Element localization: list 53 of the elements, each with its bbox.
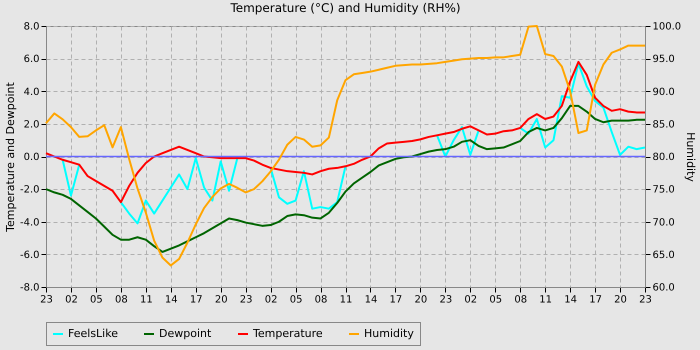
x-tick-label: 17 <box>190 294 203 306</box>
line-series <box>45 25 646 266</box>
x-tick-label: 20 <box>214 294 228 306</box>
x-tick-label: 08 <box>314 294 328 306</box>
x-tick-label: 20 <box>414 294 428 306</box>
line-series <box>45 60 646 204</box>
legend-label: FeelsLike <box>68 327 118 340</box>
y-tick-label: -4.0 <box>20 217 40 228</box>
x-tick-label: 08 <box>115 294 128 306</box>
y-tick-label: 8.0 <box>24 22 40 32</box>
y2-tick-label: 90.0 <box>652 86 675 98</box>
x-tick-label: 17 <box>589 294 602 306</box>
x-tick-label: 05 <box>290 294 302 306</box>
y2-tick-label: 70.0 <box>652 217 675 228</box>
x-tick-label: 08 <box>514 294 528 306</box>
legend-label: Humidity <box>364 327 414 340</box>
y2-tick-label: 65.0 <box>652 250 675 261</box>
x-tick-label: 23 <box>639 294 652 306</box>
x-tick-label: 11 <box>340 294 352 306</box>
y2-axis-title: Humidity <box>684 132 698 182</box>
x-tick-label: 23 <box>439 294 452 306</box>
legend-label: Dewpoint <box>159 327 212 340</box>
y-axis-title: Temperature and Dewpoint <box>4 81 17 233</box>
y2-tick-label: 75.0 <box>652 184 675 196</box>
x-tick-label: 11 <box>539 294 552 306</box>
x-tick-label: 05 <box>489 294 502 306</box>
y-tick-label: 0.0 <box>24 152 40 163</box>
y-tick-label: 2.0 <box>24 119 40 130</box>
x-tick-label: 02 <box>264 294 278 306</box>
y2-tick-label: 60.0 <box>652 282 675 294</box>
x-tick-label: 23 <box>40 294 53 306</box>
y-tick-label: -2.0 <box>20 184 40 196</box>
x-tick-label: 11 <box>140 294 153 306</box>
y2-tick-label: 95.0 <box>652 54 675 66</box>
y2-tick-label: 85.0 <box>652 119 675 130</box>
legend-label: Temperature <box>252 327 323 340</box>
chart-title: Temperature (°C) and Humidity (RH%) <box>229 1 461 15</box>
line-series <box>45 104 646 253</box>
x-tick-label: 14 <box>564 294 577 306</box>
x-tick-label: 20 <box>614 294 627 306</box>
y-tick-label: -6.0 <box>20 250 40 261</box>
y2-tick-label: 80.0 <box>652 152 675 163</box>
x-tick-label: 02 <box>65 294 78 306</box>
y2-tick-label: 100.0 <box>652 22 682 32</box>
x-tick-label: 23 <box>240 294 253 306</box>
y-tick-label: 4.0 <box>24 86 40 98</box>
y-tick-label: -8.0 <box>20 282 40 294</box>
x-tick-label: 05 <box>90 294 103 306</box>
x-tick-label: 14 <box>164 294 178 306</box>
x-tick-label: 14 <box>364 294 378 306</box>
y-tick-label: 6.0 <box>24 54 40 66</box>
x-tick-label: 17 <box>390 294 402 306</box>
x-tick-label: 02 <box>464 294 478 306</box>
